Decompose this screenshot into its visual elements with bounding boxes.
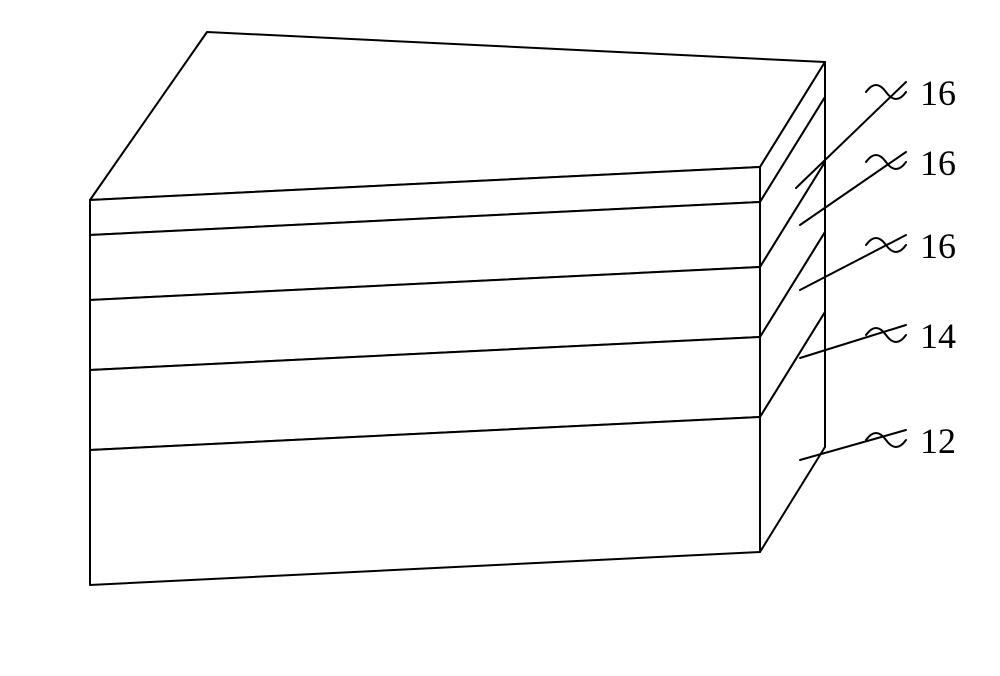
layer-ref-label: 12 <box>920 420 956 462</box>
layer-ref-label: 16 <box>920 72 956 114</box>
layer-ref-label: 16 <box>920 142 956 184</box>
layered-block-diagram: 16 16 16 14 12 <box>0 0 1000 676</box>
diagram-svg <box>0 0 1000 676</box>
layer-ref-label: 16 <box>920 225 956 267</box>
layer-ref-label: 14 <box>920 315 956 357</box>
